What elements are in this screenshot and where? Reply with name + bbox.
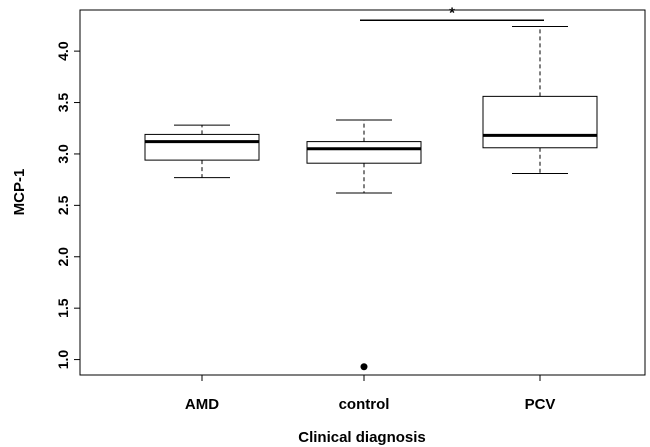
- outlier-point: [360, 363, 368, 371]
- box-PCV: [482, 25, 598, 174]
- y-tick-label: 4.0: [55, 41, 71, 61]
- iqr-box: [306, 141, 422, 164]
- significance-label: *: [449, 4, 455, 21]
- annotations-layer: *: [360, 4, 544, 21]
- x-tick-label: control: [339, 396, 390, 413]
- x-axis: AMD control PCV: [185, 375, 556, 413]
- y-tick-label: 1.5: [55, 298, 71, 318]
- iqr-box: [482, 95, 598, 149]
- box-AMD: [144, 124, 260, 179]
- x-axis-title: Clinical diagnosis: [298, 429, 426, 446]
- y-tick-label: 1.0: [55, 350, 71, 370]
- y-tick-label: 3.0: [55, 144, 71, 164]
- y-tick-label: 3.5: [55, 93, 71, 113]
- x-tick-label: AMD: [185, 396, 219, 413]
- y-tick-label: 2.5: [55, 195, 71, 215]
- iqr-box: [144, 133, 260, 161]
- box-control: [306, 119, 422, 371]
- y-tick-label: 2.0: [55, 247, 71, 267]
- plot-frame: [79, 9, 646, 376]
- y-axis-title: MCP-1: [11, 169, 28, 216]
- x-tick-label: PCV: [525, 396, 556, 413]
- y-axis: 1.0 1.5 2.0 2.5 3.0 3.5 4.0: [55, 41, 80, 369]
- boxes-layer: [144, 25, 598, 371]
